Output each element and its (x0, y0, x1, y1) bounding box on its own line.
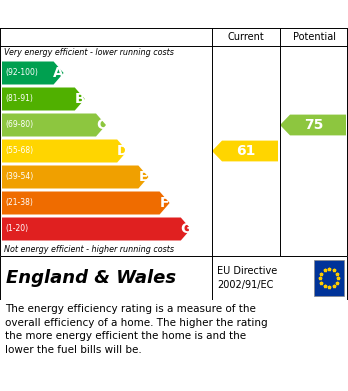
Polygon shape (2, 165, 148, 188)
Polygon shape (2, 88, 85, 111)
Text: E: E (139, 170, 148, 184)
Text: 75: 75 (304, 118, 324, 132)
Polygon shape (2, 140, 127, 163)
Text: B: B (74, 92, 85, 106)
Text: Not energy efficient - higher running costs: Not energy efficient - higher running co… (4, 244, 174, 253)
Text: Very energy efficient - lower running costs: Very energy efficient - lower running co… (4, 48, 174, 57)
Text: (21-38): (21-38) (5, 199, 33, 208)
Polygon shape (2, 113, 106, 136)
Polygon shape (212, 141, 278, 161)
Polygon shape (2, 217, 191, 240)
Text: 61: 61 (236, 144, 256, 158)
Text: (92-100): (92-100) (5, 68, 38, 77)
Text: Current: Current (228, 32, 264, 42)
Bar (314, 260, 344, 296)
Text: (39-54): (39-54) (5, 172, 33, 181)
Text: (1-20): (1-20) (5, 224, 28, 233)
Text: Energy Efficiency Rating: Energy Efficiency Rating (6, 7, 216, 22)
Text: A: A (53, 66, 64, 80)
Text: EU Directive
2002/91/EC: EU Directive 2002/91/EC (217, 266, 277, 290)
Text: Potential: Potential (293, 32, 335, 42)
Text: England & Wales: England & Wales (6, 269, 176, 287)
Polygon shape (2, 192, 169, 215)
Text: D: D (117, 144, 128, 158)
Text: (69-80): (69-80) (5, 120, 33, 129)
Text: (81-91): (81-91) (5, 95, 33, 104)
Polygon shape (2, 61, 64, 84)
Text: G: G (180, 222, 191, 236)
Text: (55-68): (55-68) (5, 147, 33, 156)
Polygon shape (280, 115, 346, 135)
Text: C: C (96, 118, 106, 132)
Text: F: F (160, 196, 169, 210)
Text: The energy efficiency rating is a measure of the
overall efficiency of a home. T: The energy efficiency rating is a measur… (5, 304, 268, 355)
